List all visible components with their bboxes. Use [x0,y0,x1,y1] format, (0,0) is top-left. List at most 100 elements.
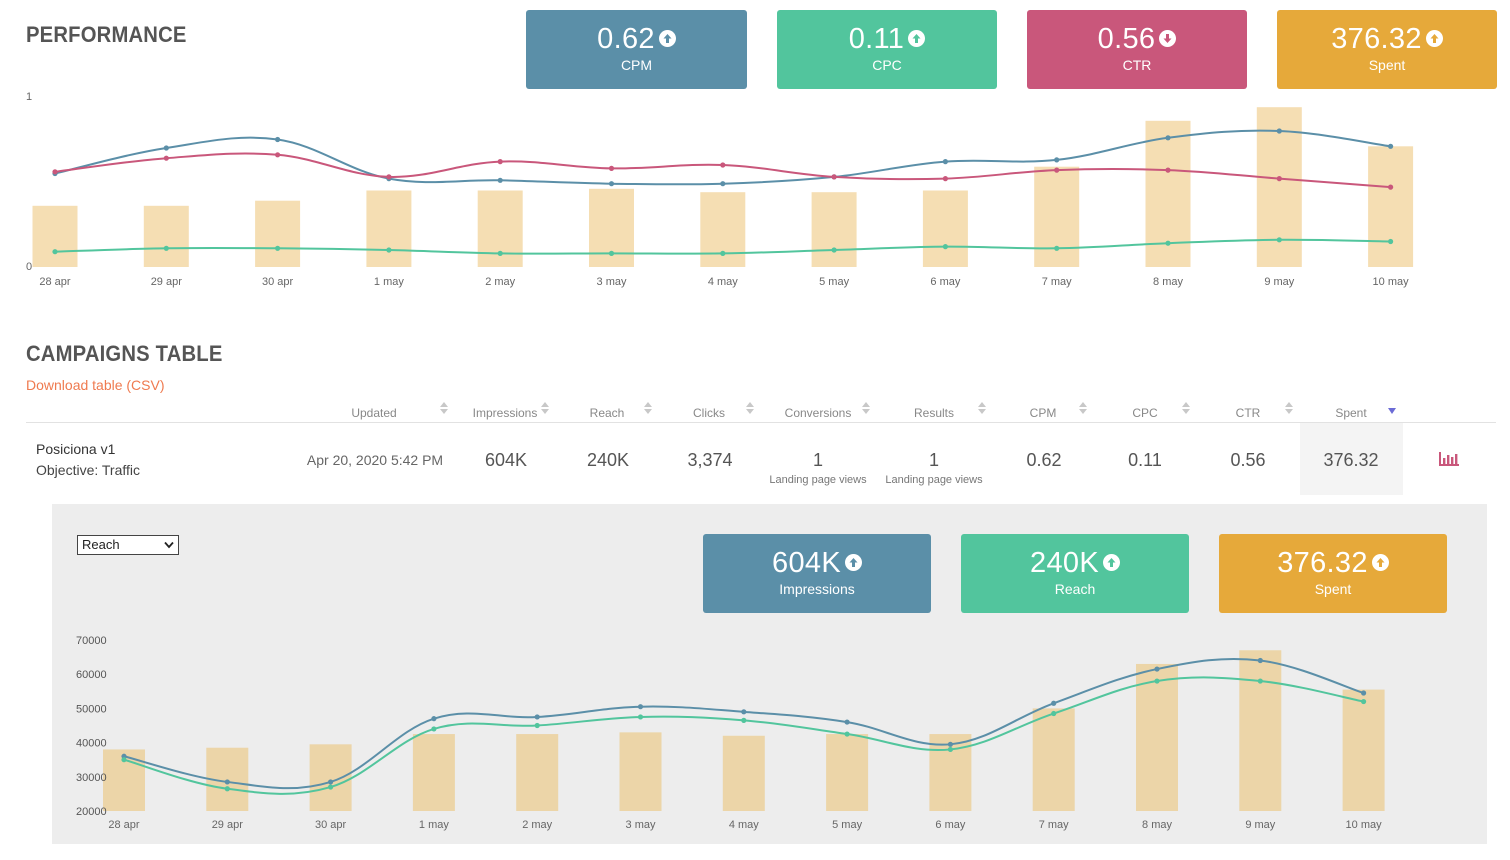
chart-bar [619,732,662,811]
x-tick-label: 8 may [1142,819,1172,831]
x-tick-label: 28 apr [108,819,140,831]
chart-bar [1342,689,1385,811]
series-point [1257,657,1263,664]
series-point [1154,666,1160,672]
sort-icon[interactable] [1284,400,1294,416]
column-header-clicks[interactable]: Clicks [693,406,725,420]
column-header-spent[interactable]: Spent [1335,406,1367,420]
chart-bar [826,734,869,811]
kpi-value: 0.56 [1097,23,1156,55]
chart-bar [366,190,412,267]
sort-icon[interactable] [540,400,550,416]
metric-select[interactable]: Reach [77,535,179,555]
kpi-label: Spent [1368,57,1406,73]
series-point [497,250,503,256]
x-tick-label: 1 may [419,819,449,831]
series-point [163,155,169,161]
y-tick-label: 20000 [76,806,107,818]
sort-icon[interactable] [643,400,653,416]
sort-icon[interactable] [861,400,871,416]
chart-bar [1136,663,1178,811]
series-point [497,159,503,165]
cell-reach: 240K [586,450,630,470]
y-axis-bottom-label: 0 [26,261,33,273]
sort-icon[interactable] [745,400,755,416]
x-tick-label: 28 apr [39,276,71,288]
arrow-up-icon [1371,554,1389,571]
series-point [637,714,644,720]
y-tick-label: 60000 [76,669,107,681]
column-header-cpc[interactable]: CPC [1132,406,1158,420]
campaigns-title: CAMPAIGNS TABLE [26,341,223,366]
chart-bar [255,200,301,267]
series-point [431,716,437,722]
series-point [1051,710,1057,717]
column-header-results[interactable]: Results [913,406,955,420]
x-tick-label: 10 may [1373,276,1410,288]
series-point [741,717,747,723]
sort-icon[interactable] [439,400,449,416]
series-point [163,245,169,251]
series-point [328,779,334,785]
kpi-card-cpm: 0.62 CPM [526,10,747,89]
series-point [497,177,503,183]
kpi-value: 0.62 [597,23,655,55]
series-point [720,181,726,187]
x-tick-label: 30 apr [262,276,294,288]
series-point [1276,128,1282,134]
series-point [386,247,392,253]
x-tick-label: 1 may [374,276,404,288]
x-tick-label: 30 apr [315,819,347,831]
series-point [608,181,615,187]
chart-bar [143,205,189,267]
x-tick-label: 4 may [729,819,759,831]
kpi-value: 240K [1030,547,1099,579]
cell-results-sub: Landing page views [885,474,983,486]
series-point [121,757,127,763]
x-tick-label: 29 apr [212,819,244,831]
series-point [720,250,726,256]
x-tick-label: 2 may [485,276,515,288]
column-header-cpm[interactable]: CPM [1029,406,1057,420]
column-header-conversions[interactable]: Conversions [784,406,852,420]
kpi-label: Spent [1314,581,1352,597]
chart-bar [309,744,352,811]
sort-icon[interactable] [1181,400,1191,416]
arrow-up-icon [1102,554,1120,571]
chart-bar [811,192,857,267]
bar-chart-icon[interactable] [1438,451,1460,467]
series-point [1257,678,1263,684]
series-point [942,244,949,250]
column-header-impressions[interactable]: Impressions [472,406,538,420]
header-divider [26,422,1496,423]
sort-desc-icon[interactable] [1387,400,1397,416]
series-point [608,165,615,171]
series-point [275,152,281,158]
cell-updated: Apr 20, 2020 5:42 PM [306,452,444,468]
sort-icon[interactable] [1078,400,1088,416]
series-point [1388,184,1394,190]
series-point [1276,237,1282,243]
x-tick-label: 4 may [708,276,738,288]
download-csv-link[interactable]: Download table (CSV) [26,377,165,393]
performance-chart: 28 apr 29 apr 30 apr 1 may 2 may 3 may 4 may 5 … [32,107,1414,288]
sort-icon[interactable] [977,400,987,416]
cell-results: 1 [928,450,940,470]
column-header-ctr[interactable]: CTR [1235,406,1261,420]
chart-bar [32,205,78,267]
chevron-down-icon [164,541,174,549]
y-tick-label: 30000 [76,772,107,784]
kpi-label: Reach [1054,581,1096,597]
series-point [1051,700,1057,706]
series-point [1165,135,1171,141]
column-header-updated[interactable]: Updated [351,406,397,420]
column-header-reach[interactable]: Reach [589,406,625,420]
kpi-value: 604K [772,547,841,579]
series-point [844,719,850,725]
series-point [1361,698,1367,705]
series-point [1165,167,1171,173]
kpi-label: CPC [872,57,902,73]
series-point [942,159,949,165]
kpi-card-cpc: 0.11 CPC [777,10,997,89]
series-point [275,136,281,143]
